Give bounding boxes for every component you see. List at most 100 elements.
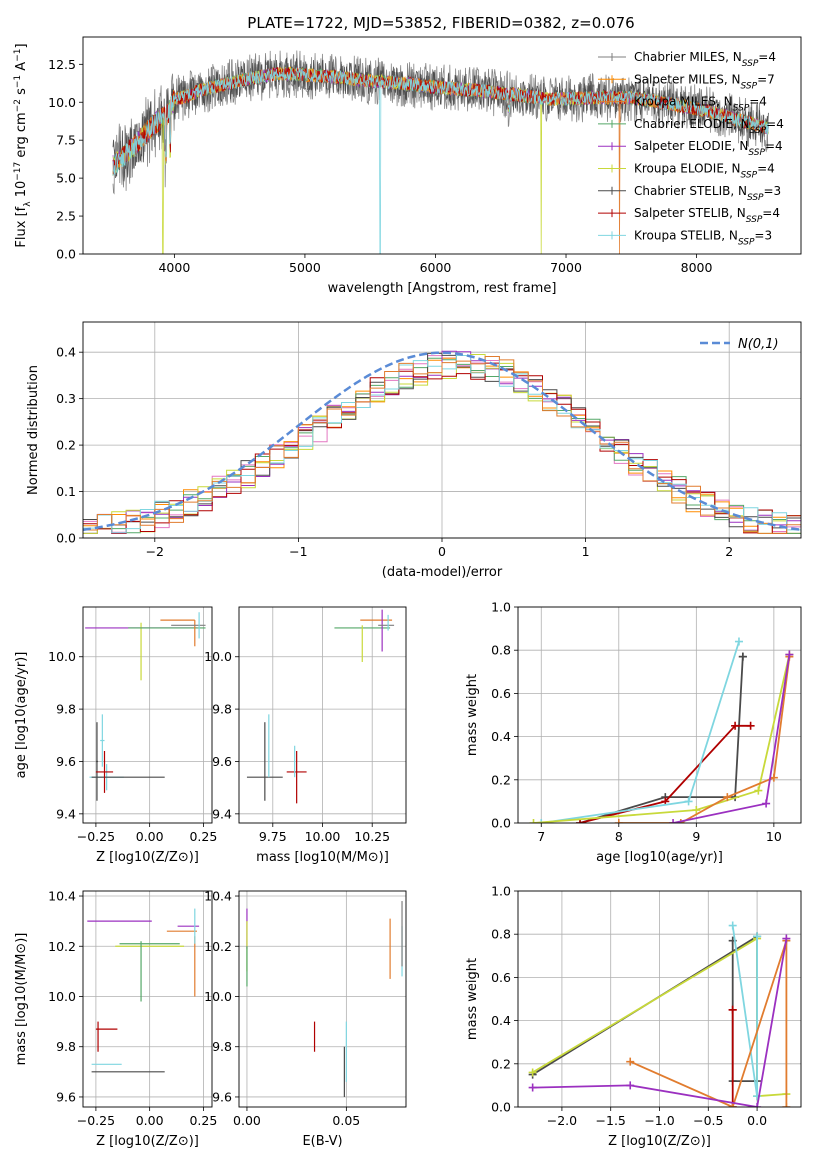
y-tick-label: 10.0 (204, 649, 232, 664)
plot-area-mass-vs-EBV (246, 901, 403, 1097)
x-tick-label: −1.0 (644, 1113, 674, 1128)
x-tick-label: 0.25 (189, 829, 217, 844)
y-tick-label: 0.6 (491, 970, 511, 985)
x-tick-label: −2.0 (547, 1113, 577, 1128)
plot-frame (82, 321, 802, 539)
plot-frame (82, 36, 802, 255)
figure-title: PLATE=1722, MJD=53852, FIBERID=0382, z=0… (247, 14, 634, 32)
plot-age-vs-mass: 9.75 10.00 10.25 9.4 9.6 9.8 10.0 mass [log10(M… (204, 606, 407, 865)
weight-point (528, 1083, 537, 1092)
x-axis-label: E(B-V) (302, 1134, 342, 1149)
weight-point (738, 652, 747, 661)
y-tick-label: 0.0 (491, 1100, 511, 1115)
y-tick-label: 1.0 (491, 600, 511, 615)
x-tick-label: 10 (766, 829, 782, 844)
y-tick-label: 0.2 (56, 438, 76, 453)
y-axis-label: Normed distribution (26, 365, 41, 495)
y-tick-label: 9.8 (56, 1039, 76, 1054)
y-tick-label: 9.8 (212, 702, 232, 717)
weight-point (723, 793, 732, 802)
weight-series-2 (541, 641, 740, 823)
plot-area-mass-vs-Z (87, 908, 200, 1073)
x-tick-label: 7000 (550, 260, 582, 275)
x-tick-label: 6000 (420, 260, 452, 275)
y-tick-label: 0.3 (56, 391, 76, 406)
legend-label: Kroupa STELIB, NSSP=3 (634, 228, 772, 247)
weight-series-4 (629, 940, 788, 1107)
x-tick-label: 2 (725, 544, 733, 559)
x-axis-label: mass [log10(M/M⊙)] (256, 850, 389, 865)
plot-frame (517, 606, 802, 824)
y-tick-label: 0.4 (56, 345, 76, 360)
histogram-series-6 (83, 352, 801, 529)
weight-point (754, 786, 763, 795)
weight-point (626, 1057, 635, 1066)
spectrum-series-8 (112, 67, 769, 254)
histogram-series-2 (83, 356, 801, 534)
x-axis-label: Z [log10(Z/Z⊙)] (96, 850, 199, 865)
plot-frame (238, 606, 407, 824)
plot-area-massweight-vs-Z (528, 921, 791, 1107)
legend-label: N(0,1) (738, 337, 779, 352)
y-tick-label: 0.8 (491, 643, 511, 658)
weight-series-5 (532, 938, 788, 1107)
y-tick-label: 0.2 (491, 1056, 511, 1071)
x-axis-label: wavelength [Angstrom, rest frame] (328, 281, 557, 296)
weight-point (782, 1103, 791, 1107)
y-tick-label: 0.6 (491, 686, 511, 701)
x-axis-label: age [log10(age/yr)] (596, 850, 723, 865)
x-tick-label: 9 (692, 829, 700, 844)
y-tick-label: 0.4 (491, 729, 511, 744)
legend-label: Chabrier STELIB, NSSP=3 (634, 184, 781, 203)
plot-spectrum: 4000 5000 6000 7000 8000 0.0 2.5 5.0 7.5 10.0 12.5… (13, 36, 802, 296)
y-tick-label: 10.0 (48, 649, 76, 664)
weight-point (529, 819, 538, 823)
weight-point (669, 819, 678, 823)
x-tick-label: 0.0 (747, 1113, 767, 1128)
x-axis-label: (data-model)/error (382, 565, 503, 580)
legend-label: Chabrier MILES, NSSP=4 (634, 50, 776, 69)
x-tick-label: −0.25 (77, 1113, 115, 1128)
y-tick-label: 9.6 (212, 754, 232, 769)
y-tick-label: 9.4 (212, 806, 232, 821)
y-axis-label: age [log10(age/yr)] (14, 652, 29, 779)
y-tick-label: 9.6 (56, 1089, 76, 1104)
y-axis-label: mass weight (465, 958, 480, 1040)
weight-point (769, 773, 778, 782)
weight-point (728, 921, 737, 930)
x-tick-label: 1 (582, 544, 590, 559)
x-tick-label: −1 (289, 544, 307, 559)
weight-point (537, 819, 546, 823)
y-tick-label: 12.5 (48, 57, 76, 72)
plot-frame (238, 890, 407, 1108)
plot-residuals: −2 −1 0 1 2 0.0 0.1 0.2 0.3 0.4 (data-model)/error… (26, 321, 802, 580)
weight-point (731, 721, 740, 730)
weight-point (728, 1103, 737, 1107)
y-tick-label: 9.6 (56, 754, 76, 769)
weight-point (785, 650, 794, 659)
plot-age-vs-Z: −0.25 0.00 0.25 9.4 9.6 9.8 10.0 Z [log10(Z/Z⊙)… (14, 606, 217, 865)
plot-area-age-vs-mass (246, 609, 395, 804)
x-tick-label: 7 (537, 829, 545, 844)
plot-area-spectrum (112, 50, 769, 254)
weight-point (746, 721, 755, 730)
weight-point (753, 932, 762, 941)
plot-frame (82, 606, 213, 824)
y-axis-label: mass [log10(M/M⊙)] (14, 933, 29, 1066)
weight-point (676, 819, 685, 823)
y-tick-label: 9.8 (56, 702, 76, 717)
gaussian-curve (83, 351, 801, 532)
weight-point (684, 797, 693, 806)
histogram-series-5 (83, 354, 801, 534)
x-tick-label: 0.00 (136, 829, 164, 844)
y-tick-label: 0.0 (56, 531, 76, 546)
weight-point (734, 637, 743, 646)
plot-mass-vs-EBV: 0.00 0.05 9.6 9.8 10.0 10.2 10.4 E(B-V) (204, 889, 407, 1149)
legend: N(0,1) (700, 337, 779, 352)
histogram-series-7 (83, 362, 801, 534)
x-tick-label: 10.25 (354, 829, 390, 844)
plot-frame (517, 890, 802, 1108)
weight-point (528, 1068, 537, 1077)
x-tick-label: −0.5 (693, 1113, 723, 1128)
